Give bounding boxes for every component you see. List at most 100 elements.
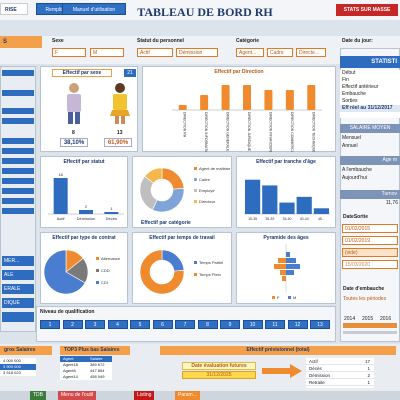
sexe-filter-label: Sexe [52,38,64,44]
contrat-legend-swatch [96,281,99,284]
left-list-item[interactable] [2,168,34,174]
left-list-item-dique[interactable]: DIQUE [2,298,34,308]
categorie-filter-directeur[interactable]: Directe... [296,48,326,57]
left-list-item[interactable] [2,108,34,114]
left-list-item[interactable] [2,188,34,194]
sheet-tab-bar [0,391,400,400]
left-list-item[interactable] [2,198,34,204]
age-chart-title: Effectif par tranche d'âge [256,159,316,165]
qualification-level-button[interactable]: 7 [175,320,195,329]
bas-salaire-agent: Agent18 [63,362,78,367]
qualification-level-button[interactable]: 9 [220,320,240,329]
left-list-item-erale[interactable]: ERALE [2,284,34,294]
direction-tick-label: DIRECTION COMMERCIALE [290,112,294,152]
direction-tick-label: DIRECTION TECHNIQUE [311,112,315,152]
right-panel-title: STATISTI [340,56,400,68]
bas-salaires-table: Agent18 389 672 Agent6 447 854 Agent14 458 94… [60,362,112,380]
tab-manuel[interactable]: Manuel d'utilisation [62,3,126,15]
qualification-level-button[interactable]: 2 [62,320,83,329]
categorie-filter-agent[interactable]: Agent... [236,48,264,57]
categorie-legend-swatch [194,200,197,203]
date-embauche-label: Date d'embauche [343,286,385,292]
pyramide-legend-swatch-f [272,296,275,299]
statut-filter-actif[interactable]: Actif [137,48,173,57]
left-list-item-ale[interactable]: ALE [2,270,34,280]
statut-filter-demission[interactable]: Démission [176,48,218,57]
left-list-item[interactable] [2,312,34,322]
categorie-legend-swatch [194,178,197,181]
sheet-tab-menu[interactable]: Menu de l'outil [58,391,97,400]
male-pct: 61,90% [104,138,132,147]
stats-row-eff-reel: Eff réel au 31/12/2017 [340,105,400,112]
female-pct: 38,10% [60,138,88,147]
qualification-level-button[interactable]: 8 [197,320,218,329]
left-list-item[interactable] [2,70,34,76]
date-eval-input[interactable]: 31/12/2025 [182,371,256,379]
categorie-chart: Agent de maîtrise Cadre Employé Directeur [139,166,231,213]
temps-chart: Temps Partiel Temps Plein [139,249,223,295]
date-sortie-3[interactable]: (vide) [342,248,398,257]
turnover-value: 11,76 [385,200,398,206]
previsionnel-label: Retraite [309,380,325,385]
temps-legend-swatch [194,273,197,276]
qualification-level-button[interactable]: 6 [152,320,173,329]
qualification-level-button[interactable]: 1 [40,320,60,329]
qualification-level-button[interactable]: 4 [107,320,128,329]
contrat-slice [43,249,86,295]
bas-salaire-agent: Agent14 [63,374,78,379]
left-list-item[interactable] [2,118,34,124]
left-list-item[interactable] [2,90,34,96]
salaire-mensuel: Mensuel [342,135,361,141]
categorie-chart-title: Effectif par catégorie [141,220,191,226]
qualification-level-button[interactable]: 10 [242,320,263,329]
bas-salaire-value: 447 854 [90,368,105,373]
pyramide-bar-f [282,276,286,281]
stats-row-embauche: Embauche [342,91,366,97]
temps-slice [161,249,185,272]
date-sortie-1[interactable]: 01/02/2015 [342,224,398,233]
timeline-scrollbar[interactable] [343,331,397,334]
age-bar [245,179,261,214]
qualification-level-button[interactable]: 3 [85,320,105,329]
qualification-level-button[interactable]: 13 [310,320,330,329]
date-sortie-2[interactable]: 01/02/2019 [342,236,398,245]
filter-left-button[interactable]: S [0,36,42,48]
sexe-filter-m[interactable]: M [90,48,124,57]
sexe-filter-f[interactable]: F [52,48,86,57]
sheet-tab-listing[interactable]: Listing [134,391,155,400]
date-sortie-4[interactable]: 15/03/2020 [342,260,398,269]
direction-tick-label: DIRECTION JURIDIQUE [247,112,251,152]
age-tick-label: 40-44 [300,217,309,221]
previsionnel-row: Démission 2 [306,372,374,379]
sheet-tab-tdb[interactable]: TDB [30,391,46,400]
categorie-legend-label: Directeur [199,199,216,204]
statut-chart-title: Effectif par statut [63,159,105,165]
statut-tick-label: Actif [57,216,66,221]
date-du-jour-label: Date du jour: [342,38,373,44]
qualification-level-button[interactable]: 12 [287,320,308,329]
stats-row-fin: Fin [342,77,349,83]
left-list-item[interactable] [2,208,34,214]
categorie-filter-cadre[interactable]: Cadre [267,48,293,57]
qualification-level-button[interactable]: 11 [265,320,285,329]
previsionnel-row: Actif 17 [306,358,374,365]
direction-chart-title: Effectif par Direction [214,69,264,75]
sheet-tab-param[interactable]: Param... [175,391,200,400]
pyramide-legend-m: M [293,295,296,300]
stats-masse-button[interactable]: STATS SUR MASSE [336,4,398,16]
left-list-item[interactable] [2,178,34,184]
salaire-moyen-title: SALAIRE MOYEN [340,124,400,133]
tab-rise[interactable]: RISE [0,3,28,15]
left-list-item[interactable] [2,158,34,164]
toutes-periodes: Toutes les périodes [343,296,387,302]
statut-bar [104,212,119,214]
categorie-slice [144,167,163,184]
stats-table: Début Fin Effectif antérieur Embauche So… [340,70,400,118]
left-list-item[interactable] [2,138,34,144]
bas-salaire-row: Agent6 447 854 [60,368,112,374]
left-list-item[interactable] [2,148,34,154]
left-list-item-mer[interactable]: MER... [2,256,34,266]
timeline-slider[interactable] [343,323,397,328]
previsionnel-row: Retraite 1 [306,379,374,386]
qualification-level-button[interactable]: 5 [130,320,150,329]
